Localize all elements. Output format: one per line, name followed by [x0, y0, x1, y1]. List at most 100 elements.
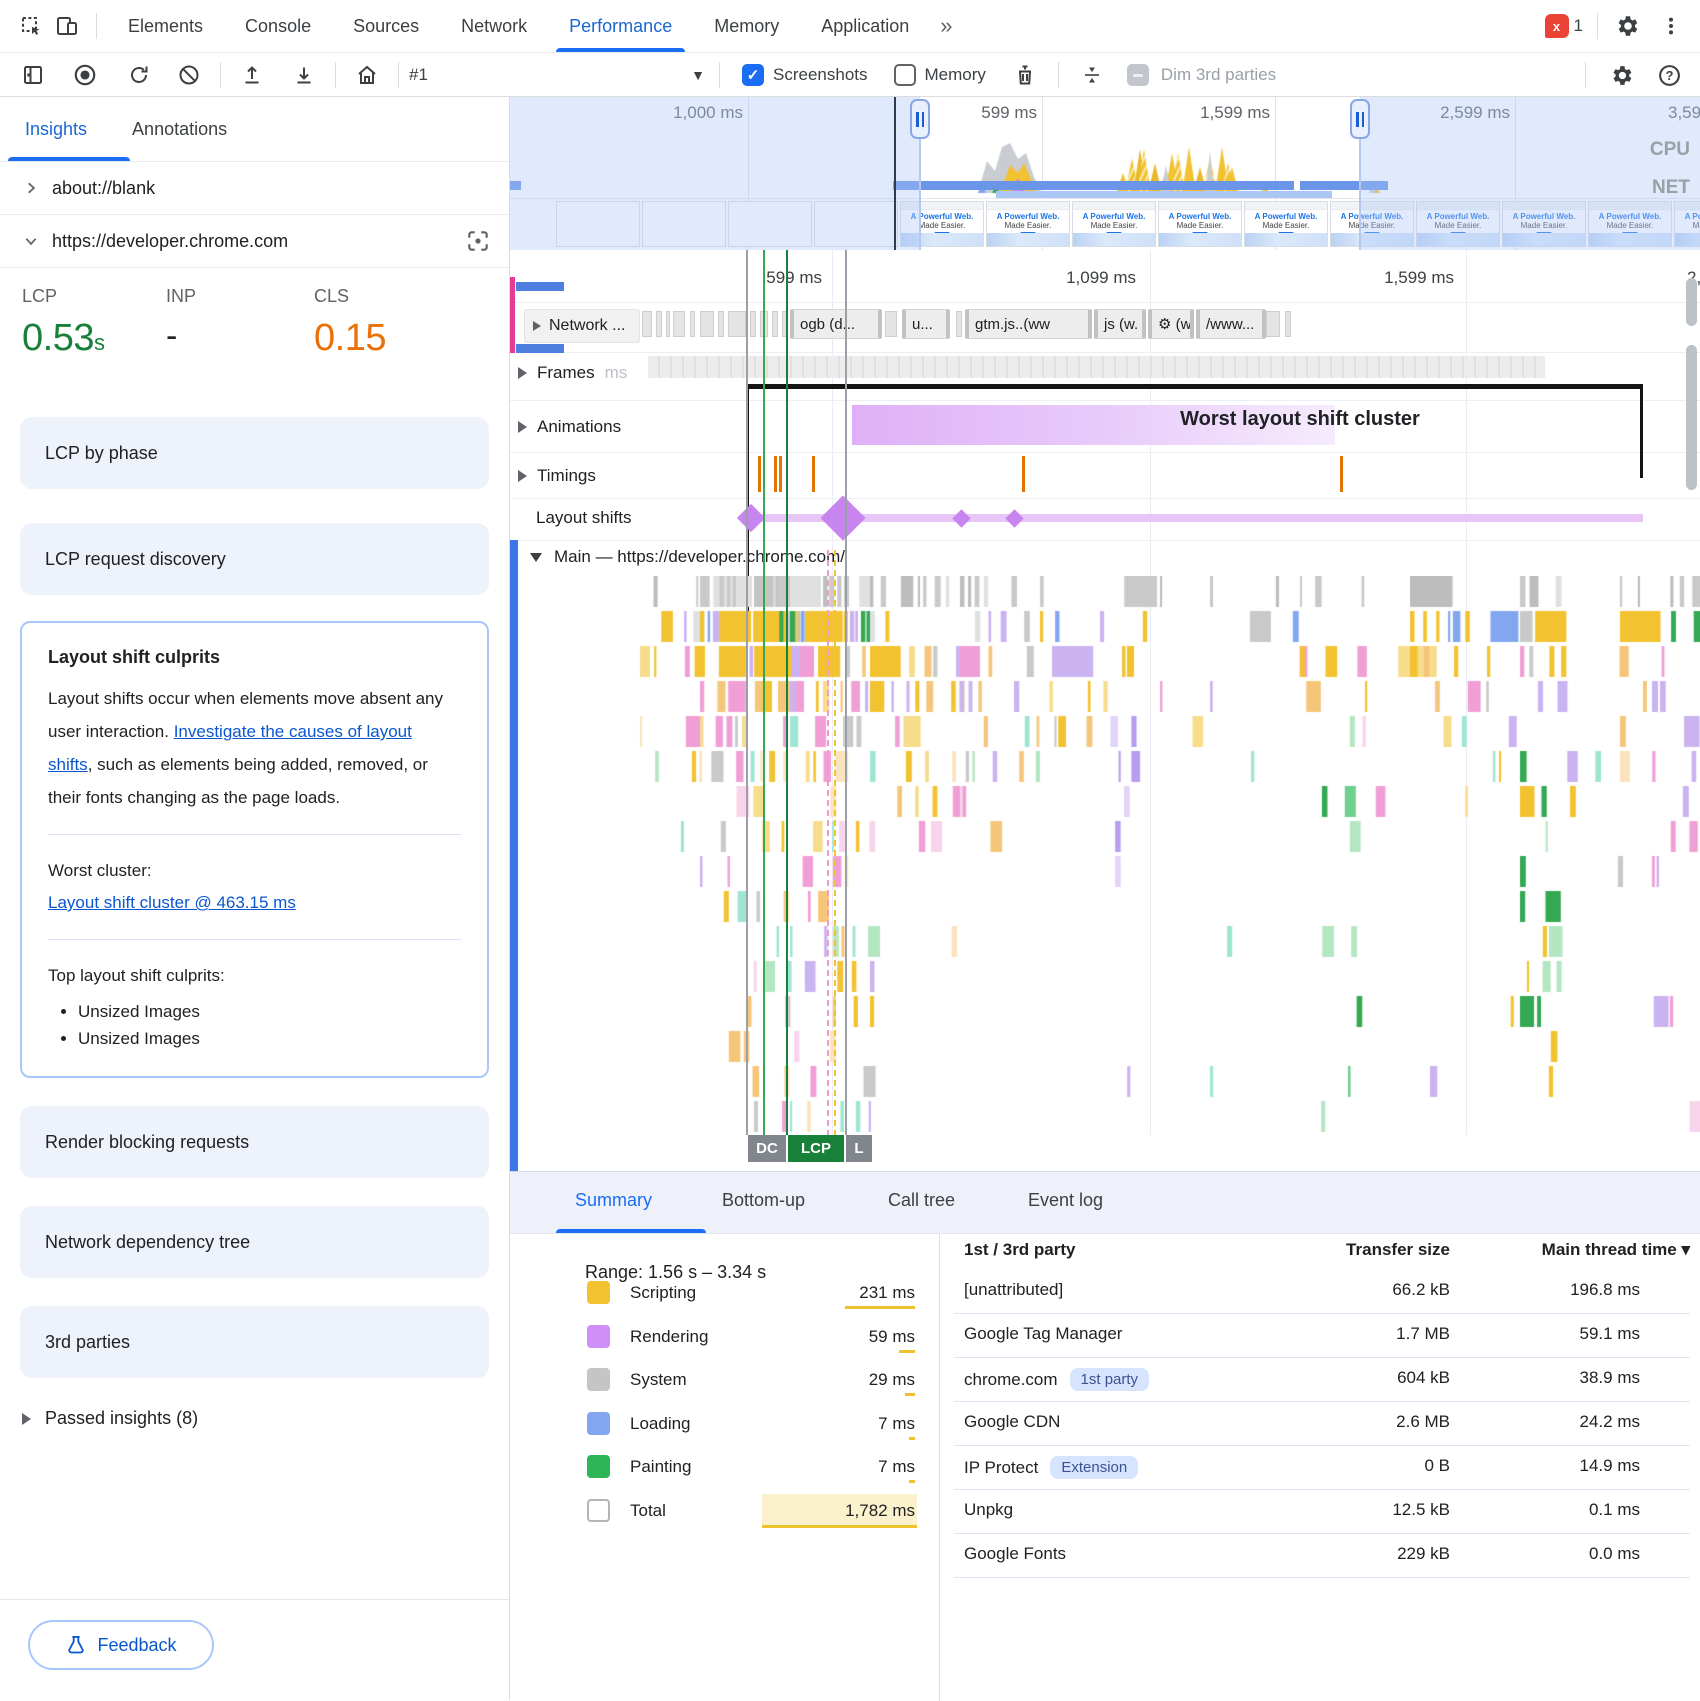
network-request-segment[interactable]: [728, 311, 746, 337]
main-tab-network[interactable]: Network: [461, 15, 528, 36]
network-request-segment[interactable]: [690, 311, 695, 337]
table-row-name[interactable]: Google Fonts: [964, 1544, 1067, 1563]
inspect-element-icon[interactable]: [16, 11, 46, 41]
timeline-overview[interactable]: 1,000 ms 599 ms 1,599 ms 2,599 ms 3,599 ms A …: [510, 97, 1700, 251]
layout-shift-diamond[interactable]: [951, 508, 971, 528]
network-request-segment[interactable]: [1285, 311, 1291, 337]
collapse-flamechart-icon[interactable]: [1077, 60, 1107, 90]
metric-cls[interactable]: CLS 0.15: [314, 286, 386, 359]
download-profile-icon[interactable]: [289, 60, 319, 90]
table-row-name[interactable]: chrome.com 1st party: [964, 1368, 1150, 1391]
network-request-segment[interactable]: [885, 311, 897, 337]
error-badge[interactable]: x 1: [1544, 14, 1583, 38]
network-request-segment[interactable]: [673, 311, 685, 337]
investigate-link[interactable]: Investigate the causes of layout shifts: [48, 722, 412, 774]
reload-record-button[interactable]: [124, 60, 154, 90]
insight-card-lcp-by-phase[interactable]: LCP by phase: [20, 417, 489, 489]
details-tab-summary[interactable]: Summary: [575, 1190, 653, 1210]
table-row-name[interactable]: Google CDN: [964, 1412, 1061, 1431]
marker-chip-lcp[interactable]: LCP: [788, 1135, 844, 1162]
timing-marker-tick[interactable]: [758, 456, 761, 492]
network-request-segment[interactable]: [718, 311, 724, 337]
vertical-scrollbar-thumb[interactable]: [1686, 345, 1697, 490]
filmstrip-screenshot[interactable]: A Powerful Web.Made Easier.: [1674, 201, 1700, 247]
network-request-segment[interactable]: [772, 311, 778, 337]
filmstrip-screenshot[interactable]: A Powerful Web.Made Easier.: [900, 201, 984, 247]
navigation-row-blank[interactable]: about://blank: [0, 162, 509, 215]
network-request-segment[interactable]: [656, 311, 662, 337]
main-tab-elements[interactable]: Elements: [128, 15, 204, 36]
filmstrip-screenshot[interactable]: A Powerful Web.Made Easier.: [1244, 201, 1328, 247]
flame-chart-canvas[interactable]: [510, 576, 1700, 1136]
table-header-transfer[interactable]: Transfer size: [1346, 1240, 1450, 1259]
track-label-main[interactable]: Main — https://developer.chrome.com/: [530, 547, 845, 567]
vertical-scrollbar-thumb[interactable]: [1686, 278, 1697, 326]
table-header-thread-time[interactable]: Main thread time ▾: [1541, 1240, 1690, 1259]
insight-card-3rd-parties[interactable]: 3rd parties: [20, 1306, 489, 1378]
network-request-chip[interactable]: js (w.: [1094, 309, 1146, 339]
main-tab-performance[interactable]: Performance: [548, 0, 693, 52]
history-selector[interactable]: #1 ▼: [409, 65, 705, 84]
filmstrip-screenshot[interactable]: A Powerful Web.Made Easier.: [1158, 201, 1242, 247]
settings-icon[interactable]: [1612, 11, 1642, 41]
memory-checkbox[interactable]: [893, 64, 916, 86]
network-request-chip[interactable]: /www...: [1196, 309, 1266, 339]
network-request-chip[interactable]: ⚙ (w.: [1148, 309, 1194, 339]
timing-marker-tick[interactable]: [779, 456, 782, 492]
network-request-segment[interactable]: [642, 311, 652, 337]
filmstrip-screenshot[interactable]: A Powerful Web.Made Easier.: [1502, 201, 1586, 247]
filmstrip-screenshot[interactable]: A Powerful Web.Made Easier.: [1072, 201, 1156, 247]
more-tabs-icon[interactable]: »: [940, 13, 953, 38]
settings-icon[interactable]: [1606, 60, 1636, 90]
network-request-segment[interactable]: [666, 311, 670, 337]
help-icon[interactable]: ?: [1654, 60, 1684, 90]
table-header-party[interactable]: 1st / 3rd party: [964, 1240, 1076, 1259]
table-row-name[interactable]: [unattributed]: [964, 1280, 1064, 1299]
passed-insights[interactable]: Passed insights (8): [22, 1408, 509, 1429]
filmstrip-screenshot[interactable]: [728, 201, 812, 247]
main-tab-application[interactable]: Application: [821, 15, 910, 36]
worst-cluster-link[interactable]: Layout shift cluster @ 463.15 ms: [48, 893, 296, 912]
network-request-segment[interactable]: [750, 311, 756, 337]
overview-handle-right[interactable]: [1350, 99, 1370, 139]
main-tab-sources[interactable]: Sources: [353, 15, 420, 36]
overview-handle-left[interactable]: [910, 99, 930, 139]
filmstrip-screenshot[interactable]: A Powerful Web.Made Easier.: [986, 201, 1070, 247]
layout-shift-diamond[interactable]: [736, 503, 766, 533]
tab-insights[interactable]: Insights: [25, 118, 88, 139]
marker-chip-dc[interactable]: DC: [748, 1135, 786, 1162]
dim-3rd-parties-checkbox[interactable]: [1126, 64, 1149, 86]
insight-card-render-blocking-requests[interactable]: Render blocking requests: [20, 1106, 489, 1178]
record-button[interactable]: [70, 60, 100, 90]
navigation-row-chrome[interactable]: https://developer.chrome.com: [0, 215, 509, 268]
table-row-name[interactable]: Google Tag Manager: [964, 1324, 1123, 1343]
details-tab-bottom-up[interactable]: Bottom-up: [722, 1190, 806, 1210]
track-label-frames[interactable]: Frames ms: [518, 363, 627, 383]
metric-inp[interactable]: INP -: [166, 286, 197, 355]
main-tab-memory[interactable]: Memory: [714, 15, 780, 36]
network-request-segment[interactable]: [956, 311, 962, 337]
track-label-animations[interactable]: Animations: [518, 417, 621, 437]
timing-marker-tick[interactable]: [1022, 456, 1025, 492]
tab-annotations[interactable]: Annotations: [132, 118, 228, 139]
collect-garbage-icon[interactable]: [1010, 60, 1040, 90]
filmstrip-screenshot[interactable]: [556, 201, 640, 247]
dock-panel-icon[interactable]: [18, 60, 48, 90]
timing-marker-tick[interactable]: [812, 456, 815, 492]
metric-lcp[interactable]: LCP 0.53s: [22, 286, 105, 359]
network-request-segment[interactable]: [700, 311, 714, 337]
kebab-menu-icon[interactable]: [1656, 11, 1686, 41]
details-tab-call-tree[interactable]: Call tree: [888, 1190, 956, 1210]
details-tab-event-log[interactable]: Event log: [1028, 1190, 1104, 1210]
track-label-timings[interactable]: Timings: [518, 466, 596, 486]
main-tab-console[interactable]: Console: [245, 15, 312, 36]
table-row-name[interactable]: Unpkg: [964, 1500, 1014, 1519]
marker-chip-l[interactable]: L: [846, 1135, 872, 1162]
layout-shift-culprits-card[interactable]: Layout shift culprits Layout shifts occu…: [20, 621, 489, 1078]
timing-marker-tick[interactable]: [1340, 456, 1343, 492]
filmstrip-screenshot[interactable]: [814, 201, 898, 247]
filmstrip-screenshot[interactable]: A Powerful Web.Made Easier.: [1588, 201, 1672, 247]
filmstrip-screenshot[interactable]: [642, 201, 726, 247]
filmstrip-screenshot[interactable]: A Powerful Web.Made Easier.: [1416, 201, 1500, 247]
feedback-button[interactable]: Feedback: [28, 1620, 214, 1670]
